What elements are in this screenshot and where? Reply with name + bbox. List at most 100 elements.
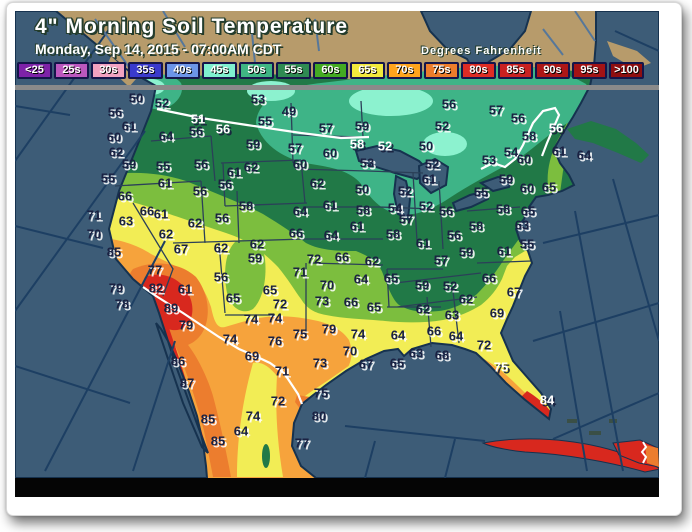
temp-label: 85 [106, 244, 122, 260]
temp-label: 63 [408, 345, 424, 361]
legend-chip: >100 [609, 62, 644, 79]
temp-label: 55 [100, 170, 116, 186]
temp-label: 74 [243, 311, 259, 327]
temp-label: 61 [415, 235, 431, 251]
temp-label: 60 [516, 151, 532, 167]
temp-label: 57 [433, 252, 449, 268]
temp-label: 56 [188, 123, 204, 139]
temp-label: 64 [233, 423, 249, 439]
temp-label: 56 [214, 210, 230, 226]
temp-label: 50 [128, 90, 144, 106]
temp-label: 60 [322, 145, 338, 161]
temp-label: 62 [309, 175, 325, 191]
temp-label: 64 [390, 327, 406, 343]
us-canada-border-east [480, 106, 561, 170]
temp-label: 75 [292, 326, 308, 342]
temp-label: 62 [458, 291, 474, 307]
temp-label: 61 [322, 197, 338, 213]
temp-label: 63 [514, 217, 530, 233]
temp-label: 62 [158, 226, 174, 242]
temp-label: 58 [521, 128, 537, 144]
temp-label: 66 [334, 249, 350, 265]
temp-label: 65 [383, 270, 399, 286]
hispaniola-east [645, 445, 659, 467]
legend-chip: 30s [91, 62, 126, 79]
temp-label: 52 [442, 278, 458, 294]
legend-chip: 35s [128, 62, 163, 79]
temp-label: 79 [108, 280, 124, 296]
temp-label: 61 [121, 118, 137, 134]
bahamas-island [567, 419, 577, 423]
temp-label: 56 [548, 120, 564, 136]
temp-label: 75 [313, 385, 329, 401]
legend-chip: 40s [165, 62, 200, 79]
temp-label: 70 [86, 226, 102, 242]
temp-label: 56 [193, 156, 209, 172]
temp-label: 66 [481, 270, 497, 286]
haiti-dr-border-line [640, 441, 648, 464]
lake-huron [417, 157, 450, 195]
temp-label: 58 [468, 218, 484, 234]
map-frame: 4" Morning Soil Temperature Monday, Sep … [6, 2, 682, 516]
temp-label: 57 [488, 102, 504, 118]
temp-label: 56 [107, 104, 123, 120]
temp-label: 70 [319, 277, 335, 293]
legend-chip: 45s [202, 62, 237, 79]
temp-label: 69 [244, 348, 260, 364]
temp-label: 72 [306, 251, 322, 267]
temp-label: 72 [270, 393, 286, 409]
temp-label: 65 [262, 282, 278, 298]
header-divider [15, 85, 659, 90]
temp-label: 73 [312, 355, 328, 371]
temp-label: 62 [249, 236, 265, 252]
temp-label: 71 [274, 363, 290, 379]
temp-label: 53 [359, 155, 375, 171]
temp-label: 62 [213, 240, 229, 256]
temp-label: 87 [179, 375, 195, 391]
international-borders [142, 106, 561, 405]
temp-label: 54 [387, 200, 403, 216]
temp-label: 75 [493, 359, 509, 375]
unit-label: Degrees Fahrenheit [421, 45, 542, 57]
temp-label: 52 [418, 198, 434, 214]
temp-label: 86 [170, 353, 186, 369]
legend-chip: 75s [424, 62, 459, 79]
temp-label: 63 [444, 307, 460, 323]
temp-label: 59 [458, 244, 474, 260]
temp-label: 59 [121, 156, 137, 172]
temp-label: 65 [541, 179, 557, 195]
temp-label: 67 [358, 356, 374, 372]
temp-label: 64 [576, 147, 592, 163]
temp-label: 56 [215, 121, 231, 137]
temp-label: 56 [217, 176, 233, 192]
map-title: 4" Morning Soil Temperature [35, 15, 349, 38]
legend-chip: 85s [498, 62, 533, 79]
temp-label: 52 [154, 95, 170, 111]
legend-chip: 80s [461, 62, 496, 79]
temp-label: 52 [397, 183, 413, 199]
temp-label: 69 [489, 305, 505, 321]
temp-label: 52 [424, 156, 440, 172]
temp-label: 77 [294, 435, 310, 451]
temp-label: 63 [118, 213, 134, 229]
band-60s-colorado [225, 239, 266, 312]
temp-label: 61 [349, 218, 365, 234]
temp-label: 76 [267, 333, 283, 349]
map-datetime: Monday, Sep 14, 2015 - 07:00AM CDT [35, 41, 282, 57]
temp-label: 78 [114, 296, 130, 312]
temp-label: 64 [158, 128, 174, 144]
temp-label: 53 [250, 91, 266, 107]
temp-label: 65 [520, 203, 536, 219]
temp-label: 77 [147, 262, 163, 278]
temp-label: 71 [292, 264, 308, 280]
temperature-legend: <25 25s 30s 35s 40s 45s 50s 55s 60s 65s 70s 75s 80s 8… [17, 62, 657, 81]
pacific-ocean [15, 11, 209, 479]
temp-label: 56 [192, 183, 208, 199]
temp-label: 68 [434, 347, 450, 363]
temp-label: 84 [539, 392, 555, 408]
legend-chip: 90s [535, 62, 570, 79]
temp-label: 66 [343, 294, 359, 310]
legend-chip: 65s [350, 62, 385, 79]
temp-label: 65 [225, 290, 241, 306]
temp-label: 51 [190, 111, 206, 127]
